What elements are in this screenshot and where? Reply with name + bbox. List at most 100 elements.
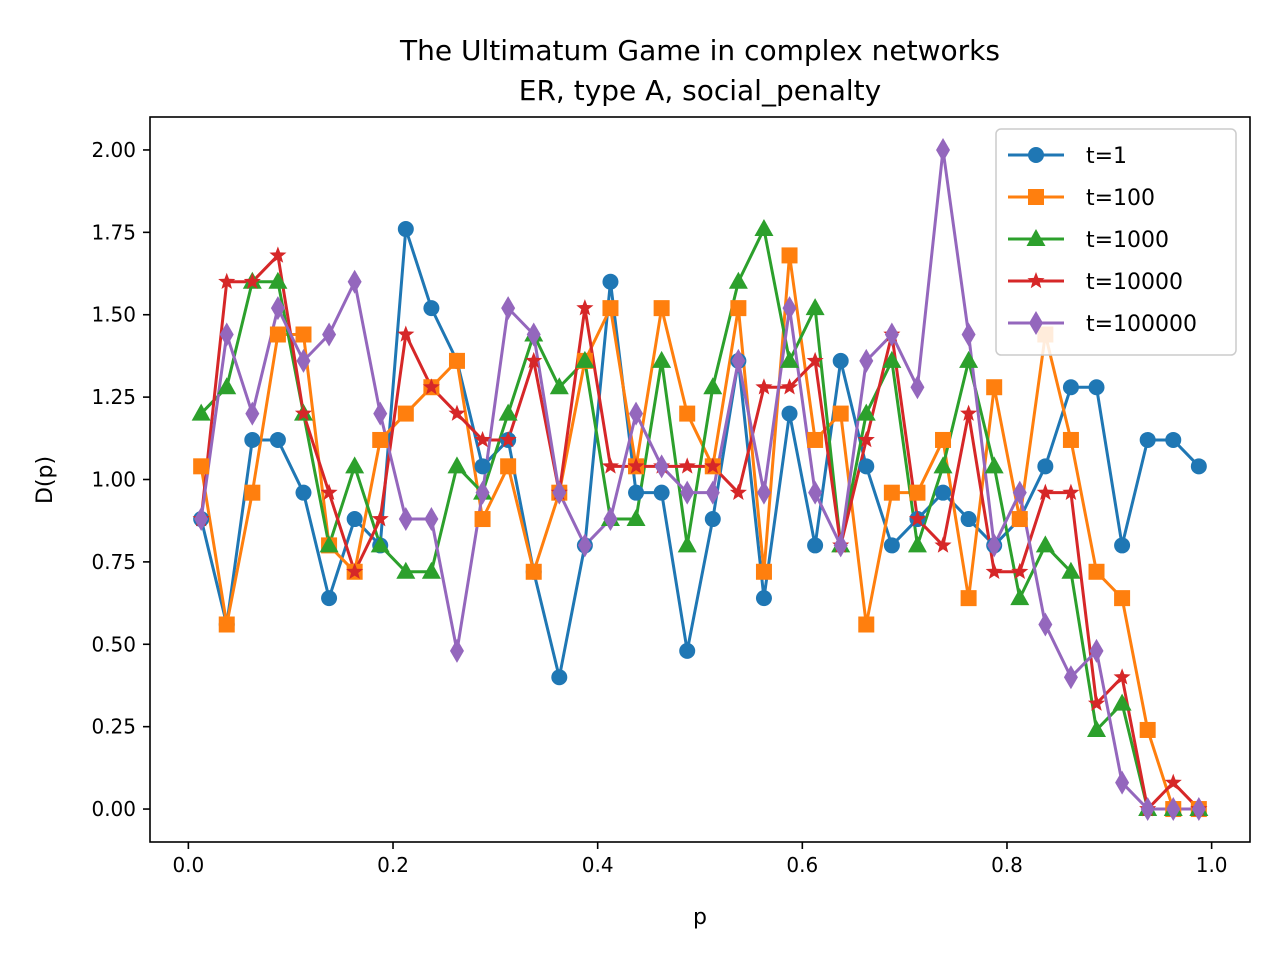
data-point [833,533,848,558]
data-point [322,322,337,347]
data-point [244,484,261,501]
data-point [679,405,696,422]
data-point [1190,458,1207,475]
data-point [499,430,517,448]
data-point [1088,379,1105,396]
data-point [832,352,849,369]
series-line-t-1 [199,227,1200,679]
data-point [731,348,746,373]
data-point [474,458,491,475]
data-point [756,480,771,505]
data-point [474,511,491,528]
y-tick-label: 1.00 [91,468,136,492]
data-point [194,507,209,532]
data-point [601,457,620,474]
data-point [934,536,952,553]
data-point [858,616,875,633]
data-point [295,326,312,343]
data-point [754,219,774,237]
data-point [1038,612,1053,637]
data-point [884,322,899,347]
data-point [781,247,798,264]
data-point [908,510,926,527]
data-point [782,296,797,321]
y-tick-label: 0.00 [91,797,136,821]
data-point [859,348,874,373]
data-point [245,401,260,426]
ticks-layer: 0.0 0.2 0.4 0.6 0.8 1.0 0.00 0.25 0.50 0.75 1.00 1.… [91,138,1227,877]
data-point [396,561,416,579]
data-point [628,484,645,501]
data-point [984,456,1004,474]
x-tick-label: 0.4 [582,853,614,877]
data-point [294,404,313,421]
data-point [1164,773,1182,790]
legend-marker [1027,272,1045,289]
data-point [602,300,619,317]
data-point [910,375,925,400]
legend-label: t=100000 [1086,312,1197,337]
data-point [1139,431,1156,448]
data-point [808,480,823,505]
data-point [882,350,902,368]
data-point [1062,483,1080,500]
data-point [448,352,465,369]
data-point [243,272,261,290]
data-point [729,483,747,500]
data-point [370,535,390,553]
data-point [602,273,619,290]
data-point [347,269,362,294]
data-point [653,484,670,501]
data-point [397,325,415,342]
data-point [346,511,363,528]
data-point [268,271,288,289]
legend-label: t=100 [1086,186,1155,211]
data-point [960,511,977,528]
data-point [705,480,720,505]
legend-item: t=100000 [1008,311,1197,337]
data-point [935,431,952,448]
legend-marker [1029,311,1043,335]
data-point [629,401,644,426]
data-point [398,507,413,532]
data-point [397,221,414,238]
data-point [680,480,695,505]
data-point [730,300,747,317]
data-point [1191,797,1206,822]
legend-marker [1028,189,1044,205]
data-point [1140,797,1155,822]
series-line-t-100000 [199,148,1199,811]
data-point [474,430,492,448]
data-point [704,511,721,528]
data-point [475,480,490,505]
data-point [501,296,516,321]
legend-label: t=1 [1086,144,1127,169]
legend-item: t=100 [1008,186,1155,211]
data-point [781,405,798,422]
data-point [1114,537,1131,554]
data-point [1165,431,1182,448]
data-point [1011,511,1028,528]
data-point [525,351,543,369]
x-tick-label: 0.0 [172,853,204,877]
legend-item: t=10000 [1008,270,1183,295]
data-point [217,377,237,395]
data-point [319,535,339,553]
y-axis-label: D(p) [33,456,58,504]
data-point [219,322,234,347]
data-point [371,510,389,527]
data-point [296,348,311,373]
data-point [1113,668,1131,685]
data-point [857,430,875,448]
data-point [449,638,464,663]
data-point [653,300,670,317]
data-point [1062,431,1079,448]
data-point [703,377,723,395]
y-tick-label: 1.25 [91,385,136,409]
data-point [424,507,439,532]
data-point [986,379,1003,396]
data-point [909,484,926,501]
series-markers-t-100000 [194,137,1206,822]
data-point [677,535,697,553]
data-point [626,509,646,527]
